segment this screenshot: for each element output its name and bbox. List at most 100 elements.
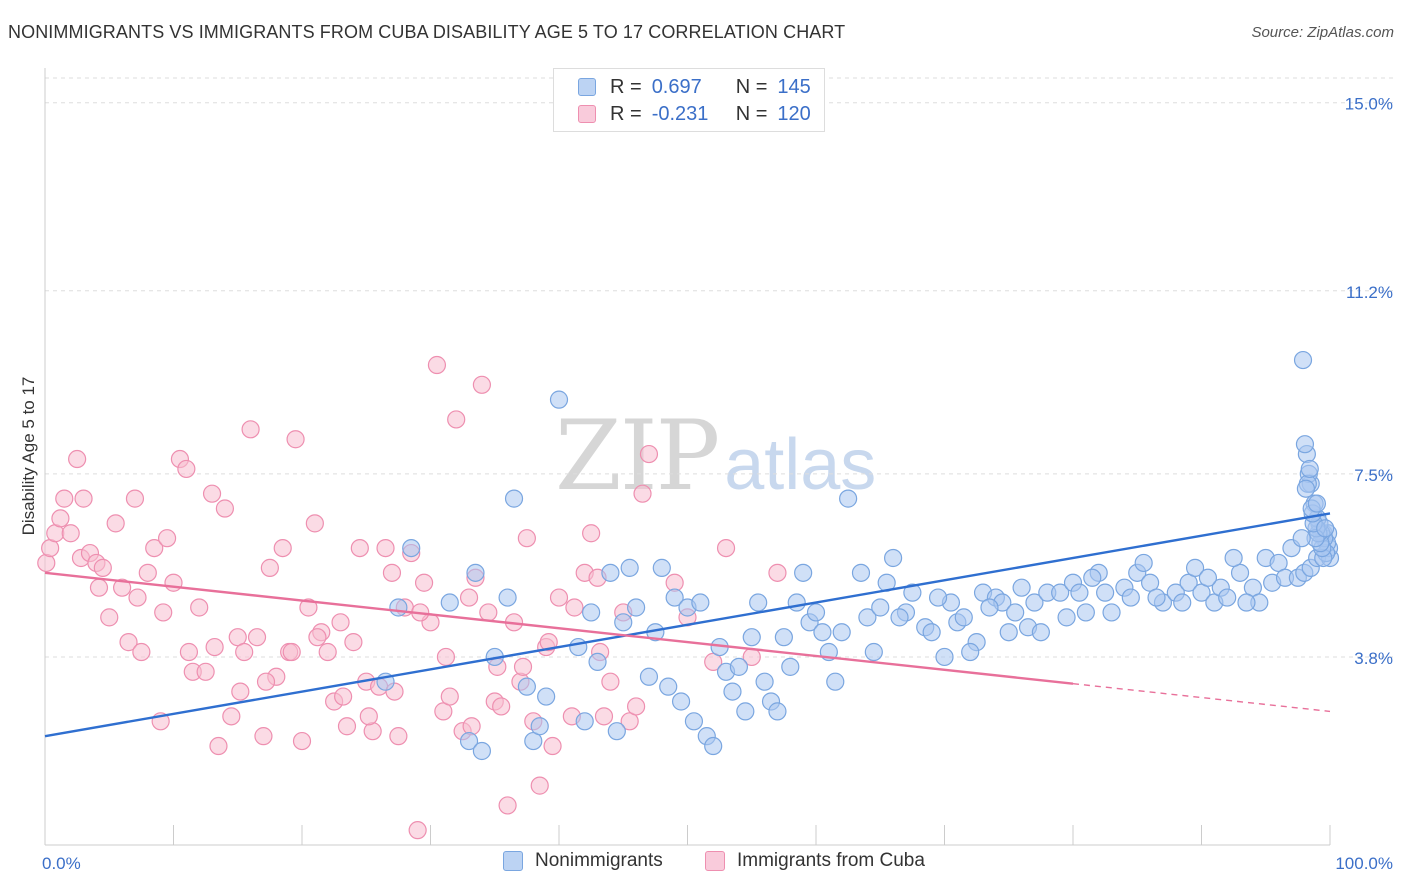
x-tick-label: 100.0% xyxy=(1335,854,1393,873)
nonimmigrant-point xyxy=(832,623,851,642)
immigrant-point xyxy=(202,484,222,503)
immigrant-point xyxy=(549,588,569,607)
nonimmigrant-point xyxy=(1121,588,1140,607)
tick-labels: 3.8% 7.5% 11.2% 15.0% 0.0% 100.0% Disability A… xyxy=(19,95,1393,873)
immigrant-point xyxy=(459,588,479,607)
immigrant-point xyxy=(292,731,312,751)
nonimmigrant-point xyxy=(1218,588,1237,607)
y-tick-label: 11.2% xyxy=(1346,283,1393,302)
immigrant-point xyxy=(190,598,209,617)
immigrant-point xyxy=(112,578,132,597)
nonimmigrant-point xyxy=(954,608,973,627)
legend-swatch-pink xyxy=(578,105,596,123)
nonimmigrant-point xyxy=(1293,350,1313,370)
nonimmigrant-point xyxy=(1296,479,1316,498)
nonimmigrant-point xyxy=(935,647,954,667)
immigrant-point xyxy=(408,821,427,840)
immigrant-point xyxy=(282,642,301,662)
legend-label-immigrants: Immigrants from Cuba xyxy=(737,850,925,871)
immigrant-point xyxy=(565,598,584,617)
legend-n-label: N = xyxy=(735,75,768,98)
immigrant-point xyxy=(308,628,327,647)
chart-title: NONIMMIGRANTS VS IMMIGRANTS FROM CUBA DI… xyxy=(8,22,846,42)
nonimmigrant-point xyxy=(620,558,639,577)
legend-swatch-immigrants xyxy=(705,851,725,871)
immigrant-point xyxy=(517,529,536,548)
nonimmigrant-point xyxy=(582,603,601,622)
immigrant-point xyxy=(215,499,234,518)
immigrant-point xyxy=(145,538,164,558)
legend-item-nonimmigrants[interactable]: Nonimmigrants xyxy=(503,850,663,872)
legend-n-value: 145 xyxy=(777,75,811,98)
nonimmigrant-point xyxy=(1300,459,1319,479)
immigrant-point xyxy=(286,430,305,449)
nonimmigrant-point xyxy=(389,598,408,617)
legend-r-label: R = xyxy=(610,75,642,98)
series-immigrants-from-cuba xyxy=(37,355,787,840)
nonimmigrant-point xyxy=(575,712,594,731)
legend-r-value: -0.231 xyxy=(651,102,709,125)
immigrant-point xyxy=(231,682,250,701)
immigrant-point xyxy=(633,484,652,503)
nonimmigrant-point xyxy=(1031,623,1050,642)
nonimmigrant-point xyxy=(626,598,646,617)
nonimmigrant-point xyxy=(851,563,871,582)
trend-line-nonimmigrants xyxy=(44,512,1331,738)
nonimmigrant-point xyxy=(459,731,479,751)
immigrant-point xyxy=(498,796,517,815)
legend-r-value: 0.697 xyxy=(651,75,702,98)
nonimmigrant-point xyxy=(1025,593,1044,612)
nonimmigrant-point xyxy=(903,583,922,602)
immigrant-point xyxy=(462,717,481,736)
immigrant-point xyxy=(55,489,74,508)
legend-item-immigrants-from-cuba[interactable]: Immigrants from Cuba xyxy=(705,850,925,872)
immigrant-point xyxy=(74,489,93,508)
nonimmigrant-point xyxy=(691,593,710,612)
nonimmigrant-point xyxy=(402,538,421,558)
nonimmigrant-point xyxy=(723,682,742,701)
immigrant-point xyxy=(513,657,533,676)
nonimmigrant-point xyxy=(704,736,723,756)
immigrant-point xyxy=(331,613,350,632)
immigrant-point xyxy=(716,538,736,558)
nonimmigrant-point xyxy=(922,623,941,642)
nonimmigrant-point xyxy=(1057,608,1076,627)
nonimmigrant-point xyxy=(1006,603,1025,622)
immigrant-point xyxy=(260,558,279,577)
immigrant-point xyxy=(492,697,511,716)
nonimmigrant-point xyxy=(1134,553,1153,573)
nonimmigrant-point xyxy=(787,593,806,612)
immigrant-point xyxy=(247,628,267,647)
legend-r-label: R = xyxy=(610,102,642,125)
immigrant-point xyxy=(363,722,382,741)
nonimmigrant-point xyxy=(755,672,774,691)
immigrant-point xyxy=(128,588,147,607)
nonimmigrant-point xyxy=(601,563,620,582)
immigrant-point xyxy=(205,637,224,657)
immigrant-point xyxy=(626,697,646,716)
trend-line-immigrants-extrapolated xyxy=(1072,682,1331,713)
nonimmigrant-point xyxy=(890,608,909,627)
immigrant-point xyxy=(440,687,459,706)
nonimmigrant-point xyxy=(1012,578,1031,597)
immigrant-point xyxy=(601,672,620,691)
nonimmigrant-point xyxy=(813,623,832,642)
nonimmigrant-point xyxy=(1307,494,1326,513)
nonimmigrant-point xyxy=(1198,568,1218,587)
legend-swatch-blue xyxy=(578,78,596,96)
immigrant-point xyxy=(241,420,260,439)
chart-source: Source: ZipAtlas.com xyxy=(1251,24,1394,41)
nonimmigrant-point xyxy=(440,593,459,612)
immigrant-point xyxy=(639,444,659,464)
immigrant-point xyxy=(273,538,292,558)
nonimmigrant-point xyxy=(871,598,890,617)
nonimmigrant-point xyxy=(1051,583,1070,602)
immigrant-point xyxy=(337,717,357,736)
nonimmigrant-point xyxy=(1076,603,1095,622)
immigrant-point xyxy=(164,573,183,592)
immigrant-point xyxy=(530,776,549,795)
nonimmigrant-point xyxy=(883,548,903,568)
y-tick-label: 7.5% xyxy=(1354,466,1393,485)
immigrant-point xyxy=(254,727,273,746)
immigrant-point xyxy=(543,736,562,756)
